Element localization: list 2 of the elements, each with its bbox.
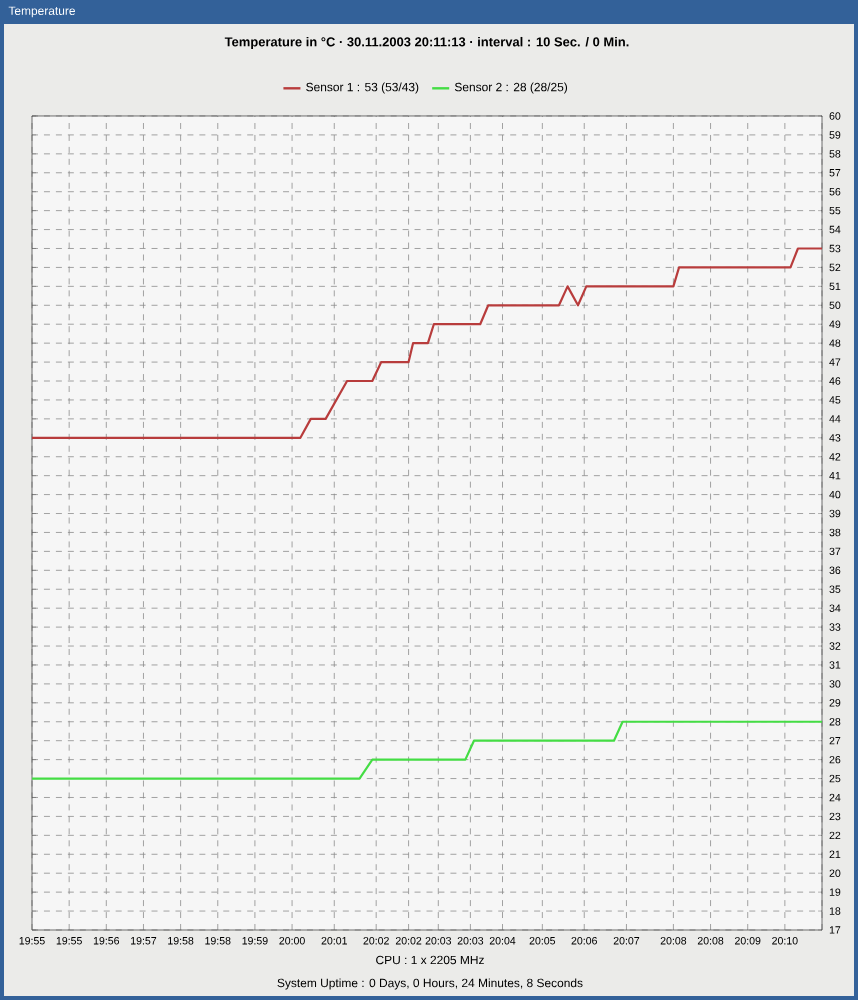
line-series: [32, 247, 823, 439]
line-series: [32, 720, 823, 780]
